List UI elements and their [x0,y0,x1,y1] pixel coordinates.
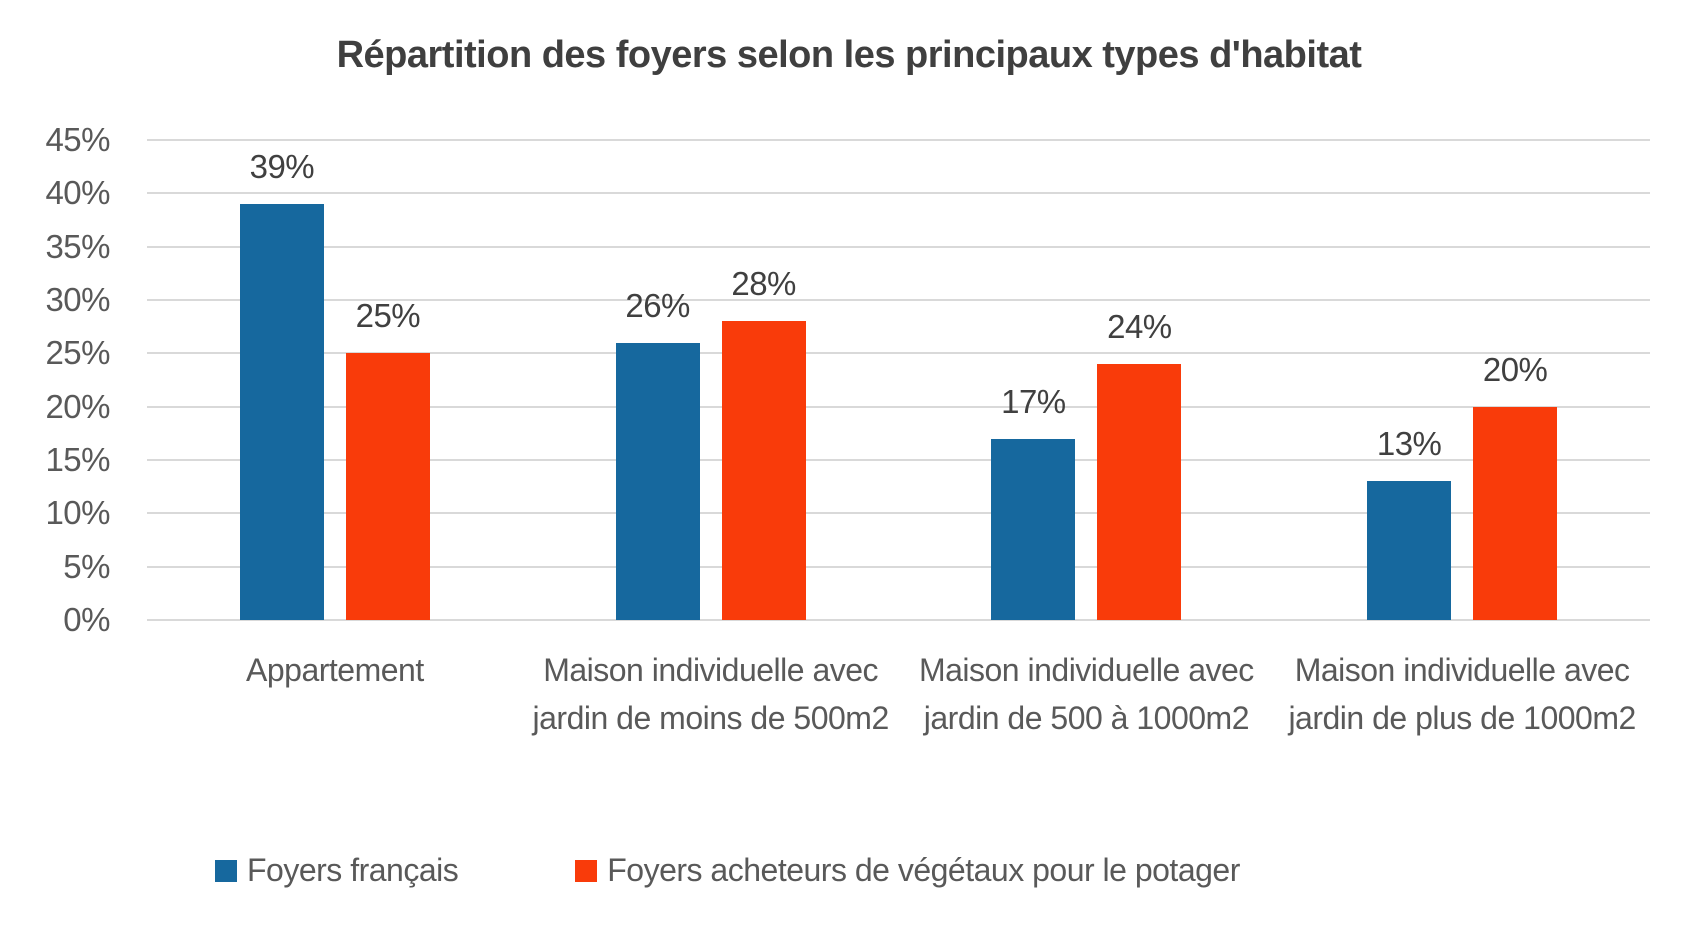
bar: 26% [615,287,700,620]
bar-value-label: 24% [1107,308,1172,345]
y-axis: 0% 5% 10% 15% 20% 25% 30% 35% 40% 45% [0,121,132,638]
bar-group: 17% 24% [991,140,1182,620]
legend-swatch [215,859,237,882]
gridline [147,459,1650,461]
y-tick-label: 20% [45,387,110,425]
bar: 24% [1097,308,1182,620]
bar-value-label: 39% [249,148,315,185]
bar-value-label: 20% [1482,350,1548,388]
legend-item: Foyers français [215,852,459,889]
gridline [147,139,1650,141]
legend-swatch [575,859,598,882]
x-axis-labels: Appartement Maison individuelle avec jard… [0,646,1698,806]
legend-item: Foyers acheteurs de végétaux pour le pot… [575,852,1240,889]
bar-group: 39% 25% [239,140,430,620]
legend: Foyers français Foyers acheteurs de végét… [215,852,1240,889]
gridline [147,192,1650,195]
y-tick-label: 15% [45,441,110,478]
gridline [147,565,1650,568]
y-tick-label: 0% [63,601,110,638]
legend-label: Foyers acheteurs de végétaux pour le pot… [607,852,1240,888]
bar-value-label: 28% [731,265,796,303]
legend-label: Foyers français [247,852,459,888]
chart-title: Répartition des foyers selon les princip… [336,34,1362,76]
bar-group: 26% 28% [615,140,806,620]
bar: 39% [239,148,324,620]
bar-value-label: 17% [1001,382,1066,420]
gridline [147,352,1650,355]
category-label: Maison individuelle avec jardin de moins… [532,652,890,736]
y-tick-label: 30% [45,281,110,318]
bar: 17% [991,383,1076,620]
gridline [147,245,1650,248]
bar: 25% [345,297,430,620]
y-tick-label: 40% [45,174,110,212]
y-tick-label: 25% [45,334,110,372]
bar: 13% [1367,425,1452,620]
gridline [147,619,1650,621]
bar-group: 13% 20% [1367,140,1558,620]
gridline [147,405,1650,408]
gridline [147,512,1650,515]
category-label: Appartement [246,652,424,688]
gridline [147,299,1650,301]
bar: 28% [721,265,806,620]
bar-value-label: 13% [1376,425,1442,463]
category-label: Maison individuelle avec jardin de plus … [1288,652,1636,736]
plot-area: 39% 25% 26% 28% 17% 24% 13% 20% [147,139,1650,621]
y-tick-label: 5% [63,547,110,585]
y-tick-label: 35% [45,227,110,265]
bar: 20% [1473,351,1558,620]
y-tick-label: 45% [45,121,110,158]
category-label: Maison individuelle avec jardin de 500 à… [918,652,1254,736]
y-tick-label: 10% [45,494,110,532]
bar-value-label: 25% [355,297,421,335]
bar-value-label: 26% [625,286,690,324]
